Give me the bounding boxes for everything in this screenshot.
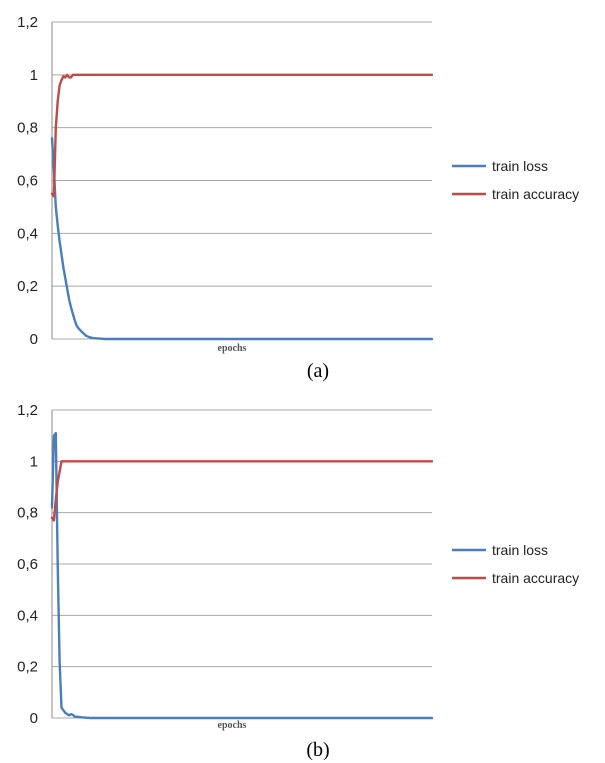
chart-b-svg: 00,20,40,60,811,2 epochs train losstrain… [17,402,579,761]
chart-a-svg: 00,20,40,60,811,2 epochs train losstrain… [17,14,579,382]
series-line-train-loss [50,137,434,341]
chart-a-caption: (a) [307,360,329,382]
y-tick-label: 0,2 [17,278,38,295]
y-tick-label: 1 [30,453,38,470]
y-tick-label: 1,2 [17,14,38,31]
y-tick-label: 0,8 [17,505,38,522]
chart-b: 0 0,2 0,4 0,6 0,8 1 1,2 epochs train loss train… [0,392,605,763]
chart-b-caption: (b) [306,739,329,761]
y-tick-label: 0,2 [17,659,38,676]
y-tick-label: 0,6 [17,556,38,573]
series-line-train-accuracy [50,73,434,198]
chart-b-gridlines [52,409,432,719]
y-tick-label: 1,2 [17,402,38,419]
chart-a-xlabel: epochs [218,343,247,354]
series-line-train-accuracy [50,460,434,522]
y-tick-label: 1 [30,67,38,84]
y-tick-label: 0,4 [17,225,38,242]
y-tick-label: 0 [30,331,38,348]
y-tick-label: 0 [30,710,38,727]
chart-a-ytick-labels: 0 0,2 0,4 0,6 0,8 1 1,2 [17,14,38,348]
chart-a: 0 0,2 0,4 0,6 0,8 1 1,2 epochs train loss train… [17,14,579,382]
legend-label: train loss [492,542,548,558]
chart-b-xlabel: epochs [218,720,247,731]
legend-label: train accuracy [492,186,579,202]
y-tick-label: 0,8 [17,120,38,137]
legend-label: train accuracy [492,570,579,586]
chart-a-gridlines [52,21,432,340]
series-line-train-loss [50,431,434,720]
y-tick-label: 0,4 [17,607,38,624]
chart-b-ytick-labels: 0 0,2 0,4 0,6 0,8 1 1,2 [17,402,38,727]
chart-a-series [50,73,434,341]
y-tick-label: 0,6 [17,173,38,190]
legend-label: train loss [492,158,548,174]
chart-b-series [50,431,434,720]
chart-b-legend: train loss train accuracy [452,542,579,586]
chart-a-legend: train loss train accuracy [452,158,579,202]
